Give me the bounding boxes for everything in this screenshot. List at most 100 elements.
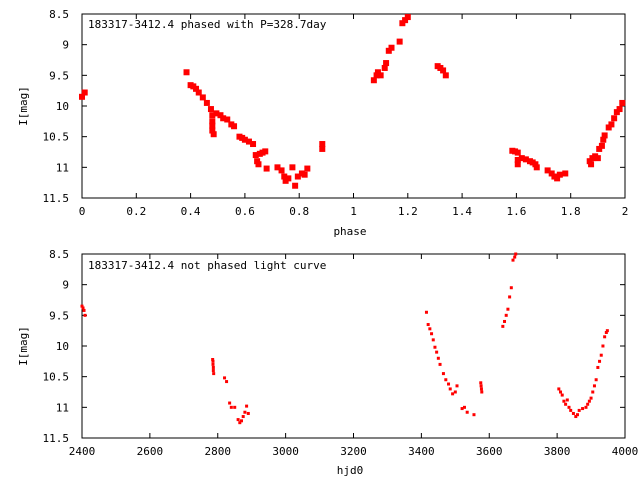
unphased-data-point xyxy=(584,405,588,409)
phased-data-point xyxy=(252,152,259,159)
phased-data-point xyxy=(613,109,620,116)
phased-data-point xyxy=(374,69,381,76)
unphased-data-point xyxy=(472,413,476,417)
unphased-data-point xyxy=(506,307,510,311)
unphased-x-tick-label: 3600 xyxy=(476,445,503,458)
phased-data-point xyxy=(209,127,216,134)
unphased-x-tick-label: 3200 xyxy=(340,445,367,458)
phased-data-point xyxy=(285,175,292,182)
unphased-data-point xyxy=(225,380,229,384)
unphased-data-point xyxy=(211,357,215,361)
phased-data-point xyxy=(598,142,605,149)
phased-y-axis-label: I[mag] xyxy=(17,86,30,126)
unphased-data-point xyxy=(228,401,232,405)
unphased-data-point xyxy=(567,405,571,409)
phased-y-tick-label: 11.5 xyxy=(43,192,70,205)
phased-data-point xyxy=(241,136,248,143)
phased-data-point xyxy=(399,20,406,27)
phased-data-point xyxy=(402,17,409,24)
phased-data-point xyxy=(514,149,521,156)
unphased-data-point xyxy=(424,310,428,314)
unphased-y-tick-label: 9 xyxy=(62,279,69,292)
unphased-data-point xyxy=(503,319,507,323)
phased-chart-title: 183317-3412.4 phased with P=328.7day xyxy=(88,18,327,31)
phased-data-point xyxy=(518,155,525,162)
phased-data-point xyxy=(381,64,388,71)
unphased-data-point xyxy=(565,398,569,402)
phased-data-point xyxy=(278,167,285,174)
unphased-data-point xyxy=(594,378,598,382)
unphased-data-points xyxy=(80,252,609,425)
phased-data-point xyxy=(81,89,88,96)
phased-data-point xyxy=(250,141,257,148)
unphased-data-point xyxy=(559,390,563,394)
unphased-data-point xyxy=(586,402,590,406)
unphased-y-tick-label: 10 xyxy=(56,340,69,353)
phased-y-tick-label: 10 xyxy=(56,100,69,113)
phased-data-point xyxy=(514,161,521,168)
phased-data-point xyxy=(544,167,551,174)
unphased-data-point xyxy=(82,308,86,312)
unphased-data-point xyxy=(509,286,513,290)
phased-data-point xyxy=(220,115,227,122)
unphased-data-point xyxy=(441,372,445,376)
unphased-data-point xyxy=(436,356,440,360)
unphased-data-point xyxy=(562,399,566,403)
phased-x-tick-label: 0 xyxy=(79,205,86,218)
phased-data-point xyxy=(209,122,216,129)
unphased-data-point xyxy=(83,313,87,317)
phased-x-tick-label: 0.6 xyxy=(235,205,255,218)
phased-y-tick-label: 10.5 xyxy=(43,131,70,144)
unphased-data-point xyxy=(596,365,600,369)
phased-data-point xyxy=(562,170,569,177)
phased-data-point xyxy=(388,44,395,51)
phased-data-point xyxy=(183,69,190,76)
unphased-data-point xyxy=(229,405,233,409)
unphased-x-tick-label: 4000 xyxy=(612,445,639,458)
phased-x-tick-label: 1.8 xyxy=(561,205,581,218)
phased-data-point xyxy=(442,72,449,79)
phased-data-point xyxy=(440,67,447,74)
unphased-data-point xyxy=(460,407,464,411)
unphased-data-point xyxy=(223,376,227,380)
unphased-x-tick-label: 2400 xyxy=(69,445,96,458)
unphased-data-point xyxy=(575,413,579,417)
phased-data-point xyxy=(254,158,261,165)
unphased-data-point xyxy=(447,382,451,386)
phased-data-point xyxy=(245,138,252,145)
phased-data-point xyxy=(533,164,540,171)
unphased-data-point xyxy=(599,353,603,357)
unphased-data-point xyxy=(212,372,216,376)
unphased-data-point xyxy=(236,418,240,422)
phased-y-tick-label: 9.5 xyxy=(49,69,69,82)
unphased-x-tick-label: 3400 xyxy=(408,445,435,458)
phased-x-tick-label: 0.4 xyxy=(181,205,201,218)
phased-data-point xyxy=(213,110,220,117)
phased-data-point xyxy=(224,116,231,123)
unphased-data-point xyxy=(431,338,435,342)
phased-data-point xyxy=(294,173,301,180)
unphased-data-point xyxy=(581,407,585,411)
unphased-data-point xyxy=(514,252,518,256)
phased-x-axis-label: phase xyxy=(333,225,366,238)
unphased-data-point xyxy=(238,421,242,425)
phased-data-point xyxy=(608,121,615,128)
unphased-data-point xyxy=(601,344,605,348)
phased-data-point xyxy=(79,93,85,100)
phased-y-tick-label: 9 xyxy=(62,39,69,52)
phased-data-point xyxy=(532,161,539,168)
phased-x-tick-label: 1.2 xyxy=(398,205,418,218)
unphased-data-point xyxy=(448,387,452,391)
phased-data-point xyxy=(385,47,392,54)
phased-data-point xyxy=(619,99,626,106)
phased-data-point xyxy=(548,170,555,177)
phased-data-point xyxy=(319,145,326,152)
phased-data-point xyxy=(377,72,384,79)
phased-y-tick-label: 11 xyxy=(56,161,69,174)
phased-data-point xyxy=(209,112,216,119)
unphased-data-point xyxy=(462,405,466,409)
phased-data-point xyxy=(262,148,269,155)
phased-x-tick-label: 0.8 xyxy=(289,205,309,218)
unphased-y-tick-label: 11 xyxy=(56,401,69,414)
unphased-data-point xyxy=(574,415,578,419)
